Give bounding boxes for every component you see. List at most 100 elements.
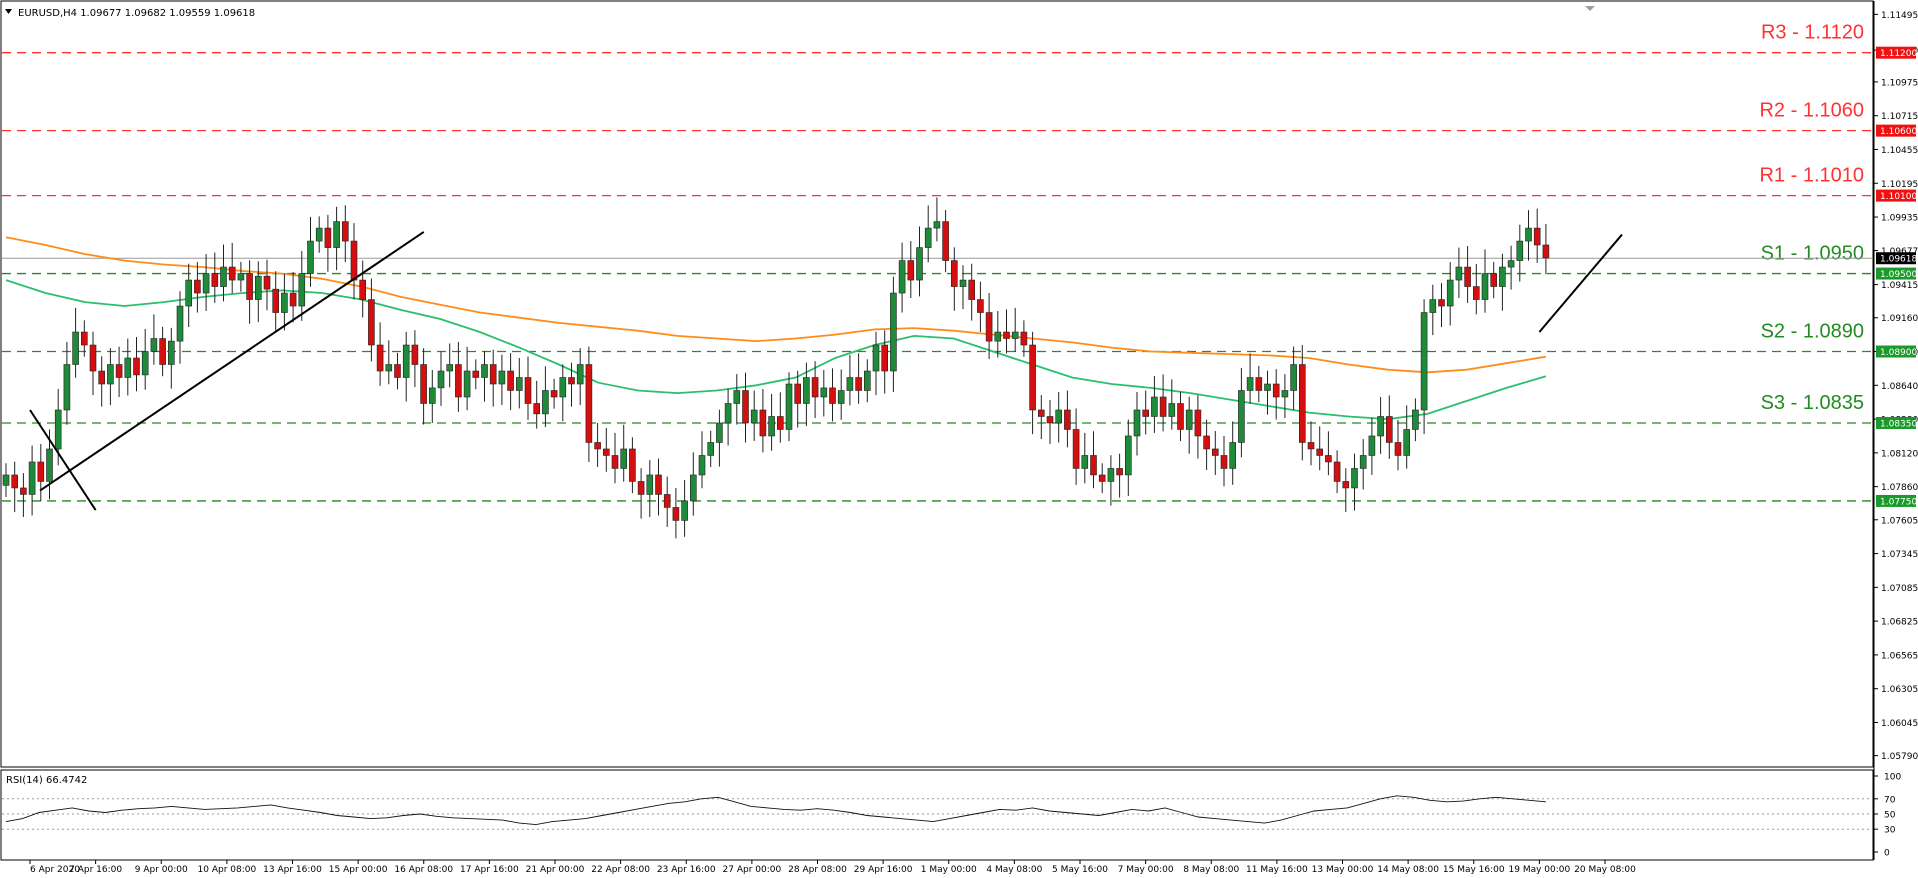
moving-average-green [5, 279, 1547, 421]
current-price-tag-label: 1.09618 [1880, 255, 1917, 265]
candle-body [977, 299, 984, 313]
y-tick-label: 1.06825 [1881, 618, 1918, 628]
level-label: R1 - 1.1010 [1759, 165, 1864, 187]
level-tag-label: 1.07750 [1880, 497, 1917, 507]
candle-body [394, 364, 401, 378]
x-tick-label: 1 May 00:00 [921, 865, 977, 874]
moving-averages [5, 236, 1547, 421]
candle-body [46, 448, 53, 482]
level-label: R2 - 1.1060 [1759, 100, 1864, 122]
y-tick-label: 1.09677 [1881, 247, 1918, 257]
candle-body [455, 364, 462, 398]
candle-body [637, 481, 645, 495]
candle-body [133, 357, 140, 376]
candle-body [803, 377, 810, 404]
candle-body [1412, 409, 1419, 430]
x-tick-label: 6 Apr 2020 [30, 865, 80, 874]
candle-body [837, 390, 845, 404]
candle-body [568, 377, 575, 385]
trendline[interactable] [39, 231, 425, 492]
candle-body [785, 383, 793, 430]
candle-body [707, 442, 715, 456]
level-tag-bg [1876, 494, 1916, 507]
rsi-header-title: RSI(14) 66.4742 [6, 775, 87, 786]
y-tick-label: 1.09160 [1881, 314, 1918, 324]
level-tag-label: 1.08900 [1880, 348, 1917, 358]
candle-body [150, 338, 158, 352]
current-price-tag-bg [1876, 252, 1916, 265]
candle-body [629, 448, 636, 482]
chart-shift-icon[interactable] [1585, 6, 1595, 11]
level-tag-bg [1876, 345, 1916, 358]
candle-body [20, 487, 27, 495]
level-tag-label: 1.10100 [1880, 192, 1917, 202]
candle-body [1351, 468, 1358, 489]
candle-body [1238, 390, 1245, 443]
candle-body [1455, 266, 1463, 281]
candle-body [794, 383, 802, 404]
y-tick-label: 1.07860 [1881, 483, 1918, 493]
candle-body [559, 377, 567, 398]
candle-body [602, 448, 610, 456]
x-tick-label: 21 Apr 00:00 [526, 865, 585, 874]
candle-body [428, 387, 436, 404]
rsi-line [5, 795, 1546, 826]
candle-body [507, 370, 514, 391]
candle-body [1359, 455, 1367, 469]
candle-body [194, 279, 201, 294]
x-tick-label: 23 Apr 16:00 [657, 865, 716, 874]
trendline[interactable] [29, 409, 97, 511]
y-tick-label: 1.09935 [1881, 214, 1918, 224]
candle-body [1142, 409, 1149, 417]
level-tag-label: 1.10600 [1880, 127, 1917, 137]
candle-body [811, 377, 819, 398]
candle-body [159, 338, 166, 365]
candle-body [1255, 377, 1263, 391]
candle-body [81, 331, 88, 346]
candle-body [1542, 244, 1550, 259]
candle-body [646, 474, 654, 495]
trendline[interactable] [1538, 233, 1623, 333]
candle-body [576, 364, 584, 385]
candle-body [933, 221, 941, 229]
candle-body [333, 221, 340, 248]
candle-body [985, 312, 993, 342]
candle-body [11, 474, 18, 489]
candle-body [1386, 416, 1393, 443]
candle-body [907, 260, 915, 281]
candle-body [1446, 279, 1454, 307]
candle-body [89, 344, 97, 372]
candle-body [1516, 240, 1524, 261]
candle-body [376, 344, 384, 372]
candle-body [1333, 461, 1341, 482]
candle-body [1368, 435, 1376, 456]
triangle-down-icon[interactable] [5, 9, 12, 14]
moving-average-orange [5, 236, 1547, 374]
candle-body [1525, 227, 1532, 242]
rsi-tick-label: 100 [1884, 773, 1901, 783]
candle-body [1194, 409, 1202, 437]
candle-body [1325, 455, 1332, 463]
candle-body [202, 273, 210, 294]
candle-body [281, 292, 288, 313]
candle-body [655, 474, 662, 495]
candle-body [968, 279, 976, 300]
candle-body [689, 474, 697, 502]
candle-body [881, 344, 889, 372]
candle-body [924, 227, 932, 248]
x-tick-label: 14 May 08:00 [1377, 865, 1439, 874]
candle-body [542, 390, 549, 415]
candle-body [820, 387, 828, 398]
trendlines[interactable] [29, 231, 1623, 511]
candle-body [1116, 468, 1123, 476]
candle-body [1038, 409, 1045, 417]
candle-body [1220, 455, 1228, 469]
candle-body [237, 273, 245, 281]
candle-body [168, 340, 175, 365]
y-tick-label: 1.10455 [1881, 146, 1918, 156]
x-tick-label: 5 May 16:00 [1052, 865, 1108, 874]
candle-body [1438, 299, 1445, 307]
candle-body [446, 364, 454, 372]
